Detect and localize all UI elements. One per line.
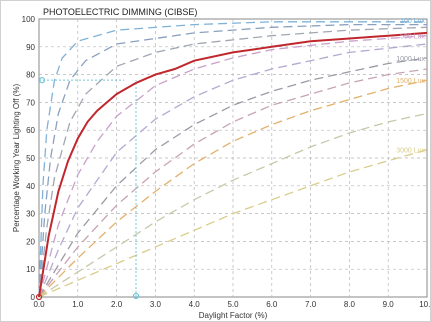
x-tick-label: 6.0 (266, 300, 278, 309)
series-label: 1000 Lux (396, 56, 425, 63)
y-tick-label: 80 (26, 71, 35, 80)
series-line-1 (38, 21, 427, 298)
marker-lines (38, 77, 140, 300)
chart-title: PHOTOELECTRIC DIMMING (CIBSE) (43, 7, 197, 17)
series-label: 500 Lux (400, 34, 425, 41)
main-series-line (38, 31, 428, 298)
series-line-9 (38, 112, 428, 298)
marker-point-y[interactable] (38, 77, 46, 84)
y-tick-label: 30 (26, 210, 35, 219)
series-label-top: 100 Lux (400, 18, 425, 25)
main-series-origin-point (35, 293, 43, 301)
x-axis-title: Daylight Factor (%) (199, 311, 268, 320)
y-tick-label: 20 (26, 237, 35, 246)
series-line-5 (38, 43, 428, 298)
y-tick-label: 70 (26, 98, 35, 107)
y-tick-label: 100 (22, 15, 36, 24)
y-tick-label: 40 (26, 182, 35, 191)
y-tick-label: 50 (26, 154, 35, 163)
series-line-2 (38, 23, 427, 298)
y-tick-label: 10 (26, 265, 35, 274)
x-tick-label: 3.0 (150, 300, 162, 309)
series-line-7 (38, 68, 428, 298)
series-line-6 (38, 57, 428, 298)
curves (38, 21, 428, 298)
x-tick-label: 9.0 (383, 300, 395, 309)
series-line-4 (38, 35, 428, 298)
marker-point-x[interactable] (132, 292, 140, 300)
y-tick-label: 60 (26, 126, 35, 135)
x-tick-label: 5.0 (227, 300, 239, 309)
tick-labels: 0.0 1.0 2.0 3.0 4.0 5.0 6.0 7.0 8.0 9.0 10.0 0 10 20 3… (22, 15, 430, 309)
y-axis-title: Percentage Working Year Lighting Off (%) (12, 84, 21, 233)
series-label: 1500 Lux (396, 78, 425, 85)
y-tick-label: 90 (26, 43, 35, 52)
series-line-10 (38, 149, 428, 298)
main-curve-group (35, 31, 428, 301)
series-line-3 (38, 26, 428, 298)
series-labels: 500 Lux 1000 Lux 1500 Lux 3000 Lux 100 Lux (396, 18, 425, 155)
y-tick-label: 0 (31, 293, 36, 302)
grid (39, 19, 427, 297)
x-tick-label: 0.0 (33, 300, 45, 309)
x-tick-label: 4.0 (189, 300, 201, 309)
x-tick-label: 7.0 (305, 300, 317, 309)
x-tick-label: 2.0 (111, 300, 123, 309)
series-line-8 (38, 79, 428, 298)
series-label: 3000 Lux (396, 148, 425, 155)
x-tick-label: 8.0 (344, 300, 356, 309)
x-tick-label: 10.0 (419, 300, 430, 309)
x-tick-label: 1.0 (72, 300, 84, 309)
